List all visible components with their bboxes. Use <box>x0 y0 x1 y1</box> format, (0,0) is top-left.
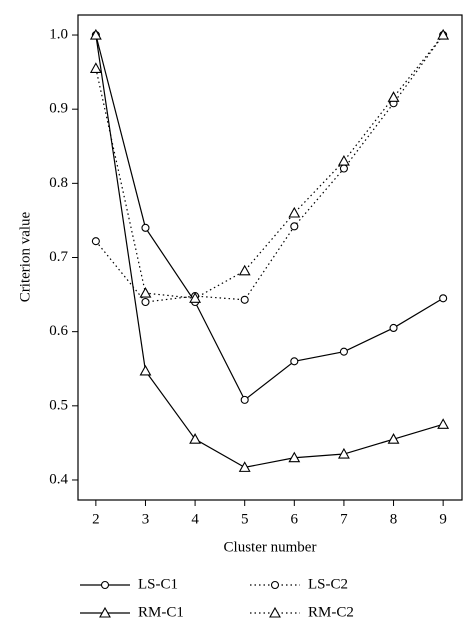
legend-marker <box>269 606 281 618</box>
y-tick-label: 1.0 <box>49 26 68 42</box>
x-axis-label: Cluster number <box>224 539 317 555</box>
point <box>238 264 251 276</box>
series-line <box>95 34 444 303</box>
legend-marker <box>99 606 111 618</box>
point <box>139 364 152 376</box>
point <box>389 323 398 333</box>
point <box>141 223 150 232</box>
point <box>339 347 348 356</box>
point <box>189 292 202 303</box>
y-tick-label: 0.4 <box>49 471 68 487</box>
point <box>89 28 102 40</box>
x-tick-label: 4 <box>191 511 199 527</box>
legend-label: LS-C1 <box>138 576 178 592</box>
point <box>339 164 348 173</box>
plot-frame <box>77 14 463 501</box>
series-line <box>95 34 444 401</box>
legend-marker <box>270 580 280 590</box>
x-tick-label: 6 <box>291 511 299 527</box>
legend-label: RM-C2 <box>308 604 354 620</box>
y-tick-label: 0.5 <box>49 397 68 413</box>
point <box>290 222 299 231</box>
point <box>139 286 152 298</box>
point <box>189 433 202 444</box>
y-tick-label: 0.7 <box>49 249 68 265</box>
legend-label: LS-C2 <box>308 576 348 592</box>
point <box>439 294 448 303</box>
point <box>238 461 251 472</box>
x-tick-label: 7 <box>340 511 348 527</box>
point <box>387 91 400 102</box>
point <box>91 237 100 246</box>
x-tick-label: 8 <box>390 511 398 527</box>
x-tick-label: 9 <box>439 511 447 527</box>
point <box>387 433 400 444</box>
point <box>437 28 450 40</box>
point <box>288 451 301 463</box>
y-tick-label: 0.6 <box>49 323 68 339</box>
point <box>288 206 301 218</box>
x-tick-label: 2 <box>92 511 100 527</box>
series-line <box>95 34 444 299</box>
point <box>89 62 102 73</box>
legend-marker <box>100 580 110 590</box>
series-line <box>95 34 444 469</box>
y-axis-label: Criterion value <box>17 211 33 302</box>
point <box>240 295 249 304</box>
y-tick-label: 0.9 <box>49 101 68 117</box>
y-tick-label: 0.8 <box>49 175 68 191</box>
point <box>290 357 299 366</box>
x-tick-label: 3 <box>142 511 150 527</box>
legend-label: RM-C1 <box>138 604 184 620</box>
point <box>141 297 150 307</box>
point <box>437 418 450 429</box>
point <box>337 447 350 459</box>
point <box>240 395 249 404</box>
x-tick-label: 5 <box>241 511 249 527</box>
point <box>337 154 350 166</box>
